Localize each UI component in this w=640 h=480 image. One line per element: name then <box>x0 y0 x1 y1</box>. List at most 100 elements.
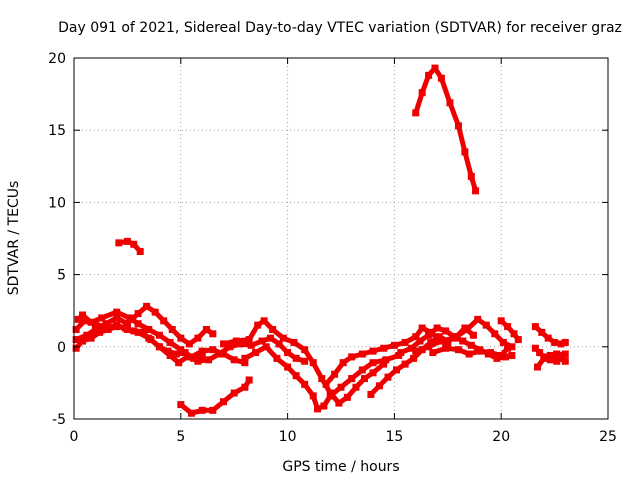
data-point <box>531 323 539 331</box>
data-point <box>147 336 155 344</box>
data-point <box>91 320 99 328</box>
data-point <box>143 302 151 310</box>
data-point <box>369 359 377 367</box>
data-point <box>352 383 360 391</box>
data-point <box>339 359 347 367</box>
data-point <box>79 337 87 345</box>
data-point <box>126 314 134 322</box>
data-point <box>510 330 518 338</box>
x-axis-label: GPS time / hours <box>282 459 399 475</box>
data-point <box>241 354 249 362</box>
x-tick-label: 15 <box>385 429 403 445</box>
data-point <box>425 71 433 79</box>
data-point <box>412 347 420 355</box>
data-point <box>380 344 388 352</box>
data-point <box>401 360 409 368</box>
data-point <box>401 338 409 346</box>
y-tick-label: 0 <box>57 340 66 356</box>
data-point <box>81 317 89 325</box>
data-point <box>173 350 181 358</box>
data-point <box>467 341 475 349</box>
data-point <box>418 324 426 332</box>
data-point <box>177 401 185 409</box>
chart-title: Day 091 of 2021, Sidereal Day-to-day VTE… <box>58 20 622 36</box>
data-point <box>87 318 95 326</box>
data-point <box>260 317 268 325</box>
data-point <box>561 338 569 346</box>
data-point <box>185 340 193 348</box>
data-point <box>514 336 522 344</box>
data-point <box>275 340 283 348</box>
data-point <box>232 337 240 345</box>
data-point <box>134 320 142 328</box>
y-tick-label: 5 <box>57 268 66 284</box>
y-tick-label: -5 <box>52 412 66 428</box>
data-point <box>454 122 462 130</box>
data-point <box>508 343 516 351</box>
data-point <box>367 390 375 398</box>
data-point <box>437 74 445 82</box>
data-point <box>123 320 131 328</box>
data-point <box>198 351 206 359</box>
data-point <box>561 350 569 358</box>
data-point <box>508 351 516 359</box>
data-point <box>292 354 300 362</box>
data-point <box>331 370 339 378</box>
data-point <box>369 369 377 377</box>
data-point <box>435 333 443 341</box>
data-point <box>198 406 206 414</box>
data-point <box>72 325 80 333</box>
data-point <box>497 317 505 325</box>
data-point <box>209 330 217 338</box>
data-point <box>220 398 228 406</box>
data-point <box>301 380 309 388</box>
data-point <box>301 357 309 365</box>
data-point <box>155 343 163 351</box>
data-point <box>138 328 146 336</box>
data-point <box>113 308 121 316</box>
data-point <box>209 406 217 414</box>
data-point <box>241 383 249 391</box>
data-point <box>446 99 454 107</box>
data-point <box>175 359 183 367</box>
data-point <box>437 337 445 345</box>
y-tick-label: 15 <box>48 123 66 139</box>
data-point <box>113 314 121 322</box>
data-point <box>393 366 401 374</box>
data-point <box>273 354 281 362</box>
data-point <box>390 341 398 349</box>
data-point <box>151 308 159 316</box>
x-tick-label: 25 <box>599 429 617 445</box>
data-point <box>487 349 495 357</box>
data-point <box>553 350 561 358</box>
data-point <box>284 363 292 371</box>
data-point <box>425 331 433 339</box>
plot-series <box>72 64 569 417</box>
data-point <box>215 350 223 358</box>
data-point <box>155 331 163 339</box>
data-point <box>442 344 450 352</box>
data-point <box>320 402 328 410</box>
data-point <box>497 351 505 359</box>
data-point <box>463 325 471 333</box>
y-tick-label: 20 <box>48 51 66 67</box>
data-point <box>230 356 238 364</box>
series-line-arc-4 <box>73 324 205 361</box>
data-point <box>130 327 138 335</box>
data-point <box>96 328 104 336</box>
data-point <box>104 325 112 333</box>
y-axis-label: SDTVAR / TECUs <box>6 181 22 296</box>
data-point <box>181 349 189 357</box>
x-tick-label: 20 <box>492 429 510 445</box>
data-point <box>337 383 345 391</box>
data-point <box>267 334 275 342</box>
data-point <box>557 340 565 348</box>
data-point <box>538 328 546 336</box>
data-point <box>442 327 450 335</box>
data-point <box>194 334 202 342</box>
data-point <box>534 363 542 371</box>
data-point <box>292 372 300 380</box>
data-point <box>433 324 441 332</box>
data-point <box>177 334 185 342</box>
